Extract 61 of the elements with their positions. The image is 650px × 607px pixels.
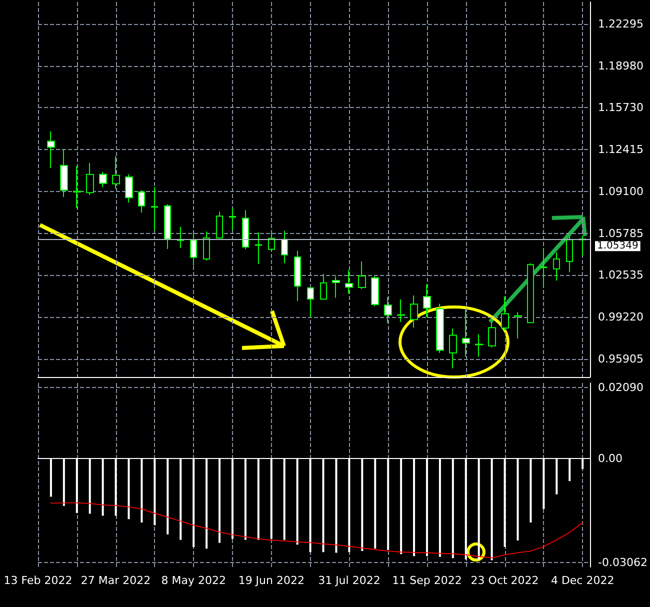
candlestick (514, 312, 522, 340)
candlestick (60, 148, 68, 198)
x-tick-label: 13 Feb 2022 (4, 574, 72, 587)
x-tick-label: 4 Dec 2022 (550, 574, 614, 587)
candlestick (203, 231, 210, 262)
candlestick (86, 162, 94, 196)
candlestick (462, 309, 470, 358)
x-tick-label: 27 Mar 2022 (80, 574, 151, 587)
x-tick-label: 31 Jul 2022 (318, 574, 380, 587)
candlestick (410, 294, 418, 328)
candlestick (345, 269, 353, 294)
candlestick (47, 130, 55, 169)
candlestick (371, 276, 379, 307)
y-tick-label: 1.09100 (598, 185, 644, 198)
candlestick (177, 226, 184, 249)
y-tick-label: 0.00 (598, 452, 622, 465)
candlestick (125, 174, 133, 204)
ref-line-label: 1.05349 (597, 240, 638, 252)
candlestick (488, 321, 496, 348)
candlestick (307, 286, 314, 318)
candlestick (566, 236, 573, 273)
candlestick (138, 190, 145, 214)
candlestick (73, 166, 81, 209)
candlestick (190, 232, 197, 266)
candlestick (384, 296, 392, 324)
y-tick-label: 1.15730 (598, 100, 644, 114)
x-tick-label: 11 Sep 2022 (392, 574, 462, 587)
candlestick (242, 210, 249, 250)
candlestick (99, 171, 107, 188)
candlestick (553, 252, 560, 282)
candlestick (281, 230, 288, 264)
candlestick (423, 284, 431, 318)
x-tick-label: 19 Jun 2022 (238, 574, 304, 587)
y-tick-label: 1.12415 (598, 142, 644, 156)
candlestick (397, 298, 405, 322)
candlestick (358, 261, 366, 290)
candlestick (164, 204, 171, 250)
candlestick (229, 208, 236, 231)
y-tick-label: 0.02090 (598, 380, 644, 394)
candlestick (112, 156, 120, 190)
candlestick (216, 211, 223, 240)
candlestick (151, 186, 158, 232)
x-tick-label: 23 Oct 2022 (470, 574, 539, 587)
candlestick (332, 276, 340, 298)
candlestick (475, 334, 483, 358)
candlestick (320, 273, 327, 300)
x-tick-label: 8 May 2022 (161, 574, 226, 587)
y-tick-label: 1.22295 (598, 17, 644, 30)
y-tick-label: 1.02535 (598, 268, 644, 282)
candlestick (294, 250, 301, 302)
candlestick (268, 231, 275, 252)
y-tick-label: 0.99220 (598, 310, 644, 324)
y-tick-label: 1.18980 (598, 60, 644, 73)
candlestick (527, 262, 534, 324)
y-tick-label: 0.95905 (598, 352, 644, 366)
candlestick (255, 232, 262, 264)
y-tick-label: 1.05785 (598, 227, 644, 240)
candlestick (436, 303, 444, 354)
candlestick (501, 296, 509, 331)
candlestick (449, 328, 457, 369)
y-tick-label: -0.03062 (598, 556, 648, 569)
